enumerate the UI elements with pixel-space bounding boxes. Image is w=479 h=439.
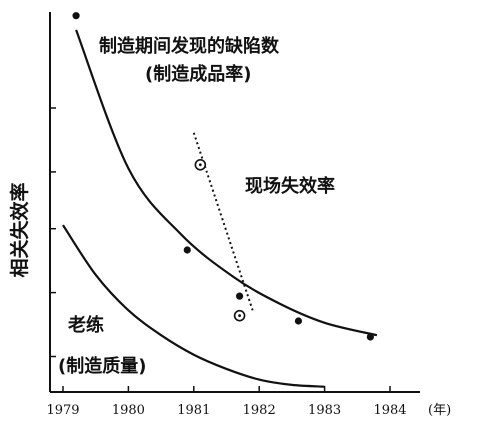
data-point-center: [198, 163, 202, 167]
data-point-center: [238, 314, 241, 318]
x-tick-label: 1979: [46, 403, 79, 418]
series-line-2: [62, 224, 325, 388]
series-line-0: [75, 29, 378, 337]
data-point: [366, 333, 374, 341]
x-tick-label: 1982: [243, 403, 276, 418]
x-tick-label: 1980: [112, 403, 145, 418]
data-point: [72, 12, 80, 20]
x-tick-label: 1984: [373, 403, 406, 418]
y-axis-label: 相关失效率: [8, 182, 31, 277]
label-veteran-line2: (制造质量): [58, 355, 146, 377]
data-point: [183, 246, 191, 254]
label-field-failure: 现场失效率: [245, 175, 335, 197]
x-tick-label: 1983: [308, 403, 341, 418]
label-veteran-line1: 老练: [68, 314, 104, 336]
data-point: [294, 317, 303, 325]
x-tick-label: 1981: [177, 403, 210, 418]
series-line-1: [192, 132, 254, 311]
label-defects-line2: (制造成品率): [145, 63, 251, 85]
data-point: [235, 292, 244, 300]
label-defects-line1: 制造期间发现的缺陷数: [99, 35, 280, 57]
x-axis-unit: (年): [428, 403, 451, 418]
